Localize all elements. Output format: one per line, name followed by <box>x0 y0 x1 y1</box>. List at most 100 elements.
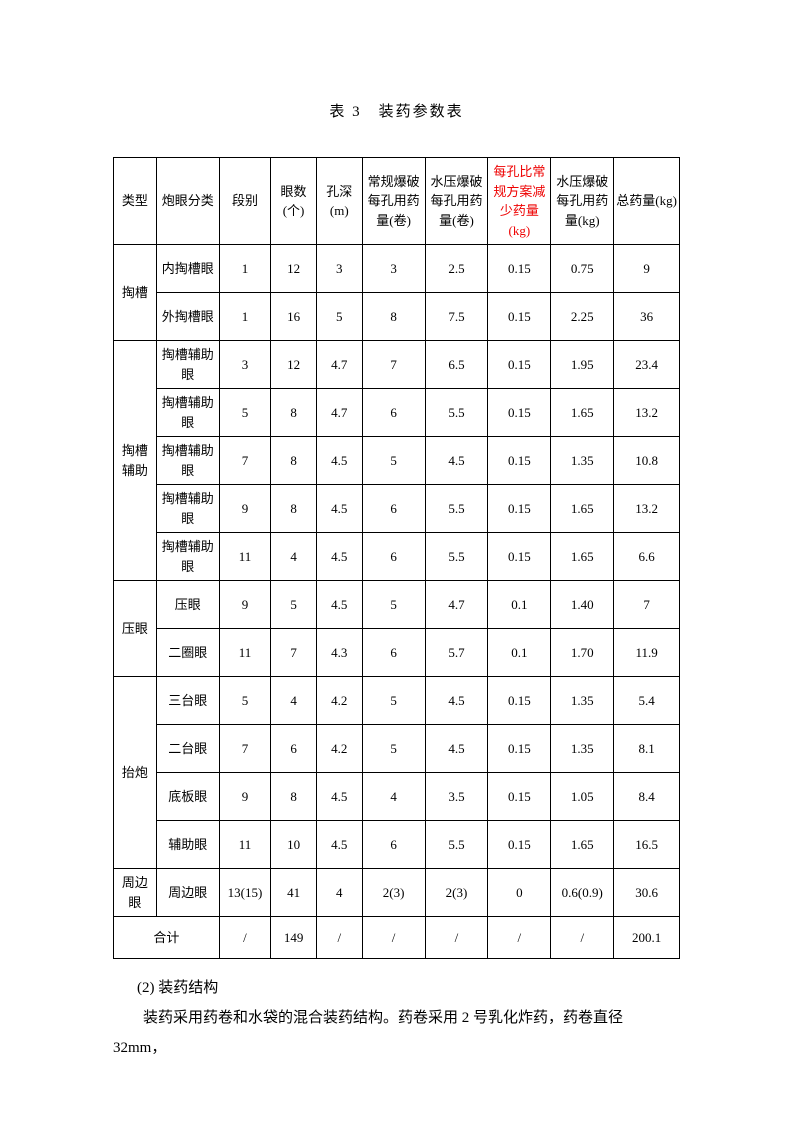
footnote-block: (2) 装药结构 装药采用药卷和水袋的混合装药结构。药卷采用 2 号乳化炸药，药… <box>113 973 680 1063</box>
total-cell-c9: 200.1 <box>614 917 680 959</box>
cell-c2: 9 <box>219 485 270 533</box>
table-title: 表 3 装药参数表 <box>113 100 680 121</box>
table-row: 掏槽辅助眼1144.565.50.151.656.6 <box>114 533 680 581</box>
cell-c2: 11 <box>219 821 270 869</box>
cell-c2: 9 <box>219 581 270 629</box>
cell-c3: 4 <box>271 677 317 725</box>
cell-c3: 10 <box>271 821 317 869</box>
cell-c4: 4.5 <box>316 581 362 629</box>
table-row: 周边眼周边眼13(15)4142(3)2(3)00.6(0.9)30.6 <box>114 869 680 917</box>
cell-c4: 4 <box>316 869 362 917</box>
group-type-cell: 掏槽辅助 <box>114 341 157 581</box>
cell-c7: 0.15 <box>488 821 551 869</box>
total-label: 合计 <box>114 917 220 959</box>
cell-c8: 1.05 <box>551 773 614 821</box>
total-cell-c5: / <box>362 917 425 959</box>
cell-c5: 7 <box>362 341 425 389</box>
table-row: 外掏槽眼116587.50.152.2536 <box>114 293 680 341</box>
col-depth: 孔深(m) <box>316 158 362 245</box>
col-water-kg: 水压爆破每孔用药量(kg) <box>551 158 614 245</box>
cell-c5: 5 <box>362 437 425 485</box>
table-row: 抬炮三台眼544.254.50.151.355.4 <box>114 677 680 725</box>
cell-c1: 二台眼 <box>156 725 219 773</box>
total-row: 合计/149/////200.1 <box>114 917 680 959</box>
cell-c8: 1.35 <box>551 725 614 773</box>
cell-c4: 4.5 <box>316 533 362 581</box>
cell-c9: 5.4 <box>614 677 680 725</box>
cell-c1: 二圈眼 <box>156 629 219 677</box>
cell-c3: 8 <box>271 773 317 821</box>
col-segment: 段别 <box>219 158 270 245</box>
group-type-cell: 周边眼 <box>114 869 157 917</box>
cell-c9: 7 <box>614 581 680 629</box>
table-header-row: 类型 炮眼分类 段别 眼数(个) 孔深(m) 常规爆破每孔用药量(卷) 水压爆破… <box>114 158 680 245</box>
cell-c7: 0.15 <box>488 437 551 485</box>
group-type-cell: 抬炮 <box>114 677 157 869</box>
cell-c3: 6 <box>271 725 317 773</box>
total-cell-c8: / <box>551 917 614 959</box>
cell-c9: 30.6 <box>614 869 680 917</box>
cell-c9: 8.1 <box>614 725 680 773</box>
cell-c6: 4.5 <box>425 677 488 725</box>
group-type-cell: 压眼 <box>114 581 157 677</box>
table-row: 掏槽辅助眼984.565.50.151.6513.2 <box>114 485 680 533</box>
cell-c7: 0.15 <box>488 245 551 293</box>
cell-c6: 5.5 <box>425 821 488 869</box>
cell-c9: 10.8 <box>614 437 680 485</box>
cell-c8: 1.35 <box>551 677 614 725</box>
cell-c9: 11.9 <box>614 629 680 677</box>
cell-c2: 9 <box>219 773 270 821</box>
cell-c2: 11 <box>219 533 270 581</box>
cell-c2: 7 <box>219 437 270 485</box>
cell-c9: 6.6 <box>614 533 680 581</box>
cell-c2: 3 <box>219 341 270 389</box>
table-row: 掏槽辅助眼584.765.50.151.6513.2 <box>114 389 680 437</box>
charge-params-table: 类型 炮眼分类 段别 眼数(个) 孔深(m) 常规爆破每孔用药量(卷) 水压爆破… <box>113 157 680 959</box>
col-normal-roll: 常规爆破每孔用药量(卷) <box>362 158 425 245</box>
cell-c4: 4.7 <box>316 341 362 389</box>
cell-c3: 8 <box>271 437 317 485</box>
cell-c6: 5.5 <box>425 533 488 581</box>
cell-c6: 2(3) <box>425 869 488 917</box>
cell-c5: 6 <box>362 629 425 677</box>
cell-c2: 5 <box>219 389 270 437</box>
cell-c3: 12 <box>271 245 317 293</box>
cell-c6: 4.5 <box>425 437 488 485</box>
cell-c5: 6 <box>362 533 425 581</box>
cell-c4: 4.5 <box>316 437 362 485</box>
cell-c4: 4.5 <box>316 485 362 533</box>
cell-c5: 2(3) <box>362 869 425 917</box>
footnote-line1: (2) 装药结构 <box>113 973 680 1003</box>
cell-c1: 辅助眼 <box>156 821 219 869</box>
cell-c1: 周边眼 <box>156 869 219 917</box>
total-cell-c4: / <box>316 917 362 959</box>
group-type-cell: 掏槽 <box>114 245 157 341</box>
col-total-kg: 总药量(kg) <box>614 158 680 245</box>
cell-c6: 2.5 <box>425 245 488 293</box>
cell-c9: 9 <box>614 245 680 293</box>
cell-c8: 2.25 <box>551 293 614 341</box>
total-cell-c6: / <box>425 917 488 959</box>
cell-c8: 1.65 <box>551 533 614 581</box>
cell-c1: 内掏槽眼 <box>156 245 219 293</box>
cell-c6: 6.5 <box>425 341 488 389</box>
table-row: 掏槽内掏槽眼112332.50.150.759 <box>114 245 680 293</box>
cell-c4: 4.5 <box>316 773 362 821</box>
cell-c8: 1.40 <box>551 581 614 629</box>
col-water-roll: 水压爆破每孔用药量(卷) <box>425 158 488 245</box>
cell-c1: 掏槽辅助眼 <box>156 437 219 485</box>
col-reduce: 每孔比常规方案减少药量(kg) <box>488 158 551 245</box>
cell-c4: 4.7 <box>316 389 362 437</box>
cell-c5: 5 <box>362 581 425 629</box>
cell-c6: 7.5 <box>425 293 488 341</box>
cell-c7: 0.15 <box>488 389 551 437</box>
cell-c1: 底板眼 <box>156 773 219 821</box>
cell-c7: 0 <box>488 869 551 917</box>
cell-c1: 外掏槽眼 <box>156 293 219 341</box>
cell-c6: 5.5 <box>425 389 488 437</box>
cell-c1: 掏槽辅助眼 <box>156 533 219 581</box>
cell-c4: 4.5 <box>316 821 362 869</box>
cell-c4: 4.2 <box>316 677 362 725</box>
cell-c7: 0.15 <box>488 341 551 389</box>
cell-c3: 4 <box>271 533 317 581</box>
